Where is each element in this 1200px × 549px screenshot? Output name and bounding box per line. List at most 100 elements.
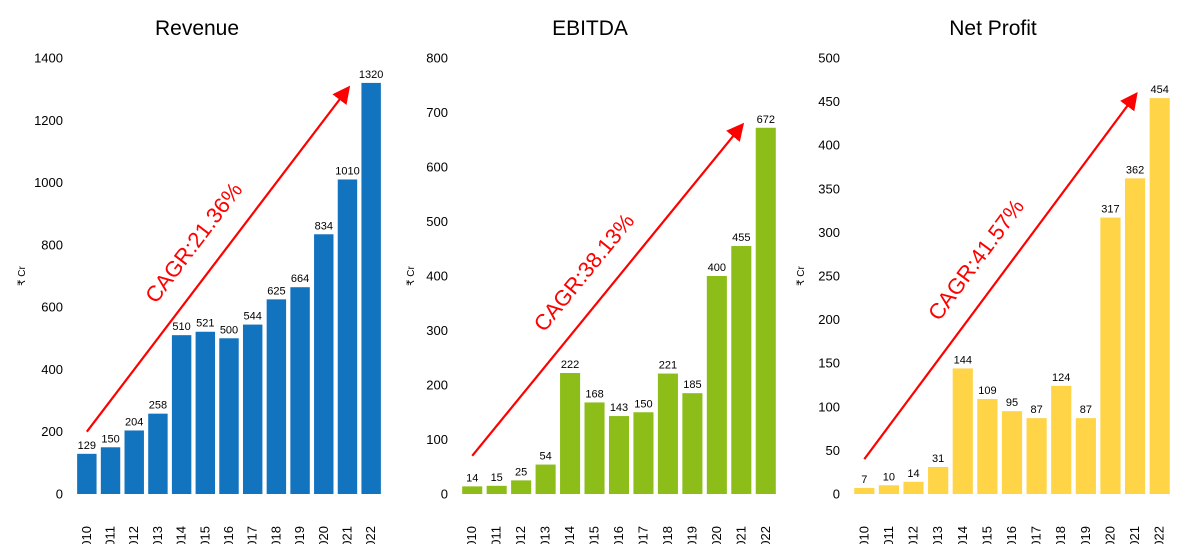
x-tick-label: 2010 — [79, 526, 94, 544]
x-tick-label: 2022 — [363, 526, 378, 544]
data-label: 317 — [1101, 204, 1119, 216]
data-label: 168 — [585, 388, 603, 400]
bar-2017 — [633, 412, 654, 494]
bar-2020 — [1100, 217, 1121, 494]
y-tick-label: 400 — [818, 138, 840, 153]
data-label: 521 — [196, 318, 214, 330]
x-tick-label: 2011 — [881, 526, 896, 544]
y-tick-label: 400 — [41, 362, 63, 377]
bar-2015 — [977, 398, 998, 494]
data-label: 87 — [1080, 404, 1092, 416]
data-label: 672 — [757, 114, 775, 126]
bar-2021 — [1124, 178, 1146, 494]
y-tick-label: 300 — [426, 323, 448, 338]
data-label: 625 — [267, 285, 285, 297]
x-tick-label: 2020 — [709, 526, 724, 544]
chart-revenue: Revenue ₹ Cr 0 200 400 600 800 1000 1200 1400 129 2… — [17, 17, 383, 549]
y-tick-label: 100 — [818, 399, 840, 414]
y-tick-label: 0 — [56, 487, 63, 502]
x-tick-label: 2022 — [1152, 526, 1167, 544]
data-label: 144 — [954, 354, 972, 366]
bar-2022 — [1149, 98, 1170, 495]
x-tick-label: 2017 — [635, 526, 650, 544]
x-tick-label: 2021 — [733, 526, 748, 544]
y-tick-label: 250 — [818, 269, 840, 284]
bar-2010 — [462, 486, 483, 494]
y-tick-label: 1200 — [34, 113, 63, 128]
data-label: 221 — [659, 360, 677, 372]
bar-2016 — [219, 338, 239, 494]
y-tick-label: 300 — [818, 225, 840, 240]
y-tick-label: 500 — [818, 51, 840, 66]
bar-2012 — [511, 480, 532, 495]
data-label: 454 — [1151, 84, 1169, 96]
bar-2016 — [1001, 411, 1023, 494]
data-label: 95 — [1006, 397, 1018, 409]
cagr-arrow — [471, 122, 745, 457]
bar-2012 — [903, 481, 924, 494]
bar-2011 — [486, 485, 507, 494]
chart-title: Net Profit — [949, 17, 1037, 40]
x-tick-label: 2014 — [174, 526, 189, 544]
data-label: 129 — [78, 440, 96, 452]
y-tick-label: 450 — [818, 94, 840, 109]
bar-2012 — [124, 430, 144, 494]
x-tick-label: 2021 — [1127, 526, 1142, 544]
data-label: 15 — [491, 472, 503, 484]
x-tick-label: 2011 — [103, 526, 118, 544]
bar-2014 — [952, 368, 973, 494]
y-tick-label: 800 — [426, 51, 448, 66]
chart-title: Revenue — [155, 17, 239, 40]
x-tick-label: 2019 — [684, 526, 699, 544]
bar-2022 — [755, 127, 776, 494]
x-tick-label: 2018 — [1053, 526, 1068, 544]
x-tick-label: 2019 — [292, 526, 307, 544]
bar-2015 — [584, 402, 605, 494]
y-tick-label: 150 — [818, 356, 840, 371]
x-tick-label: 2017 — [1029, 526, 1044, 544]
bar-2010 — [77, 453, 97, 494]
data-label: 400 — [708, 262, 726, 274]
bar-2013 — [148, 413, 168, 494]
y-tick-label: 350 — [818, 181, 840, 196]
bar-2014 — [560, 373, 581, 494]
x-tick-label: 2013 — [150, 526, 165, 544]
cagr-arrow — [863, 91, 1138, 460]
bar-2020 — [314, 234, 334, 494]
bar-2013 — [928, 466, 949, 494]
bar-2020 — [706, 276, 727, 494]
y-tick-label: 200 — [426, 378, 448, 393]
chart-net-profit: Net Profit ₹ Cr 0 50 100 150 200 250 300 350 400 45… — [796, 17, 1170, 549]
x-tick-label: 2020 — [316, 526, 331, 544]
data-label: 258 — [149, 400, 167, 412]
data-label: 1320 — [359, 69, 383, 81]
x-tick-label: 2014 — [562, 526, 577, 544]
data-label: 109 — [978, 385, 996, 397]
chart-ebitda: EBITDA ₹ Cr 0 100 200 300 400 500 600 700 800 14 201… — [406, 17, 776, 549]
x-tick-label: 2012 — [906, 526, 921, 544]
y-tick-label: 600 — [41, 300, 63, 315]
x-tick-label: 2018 — [268, 526, 283, 544]
y-tick-label: 500 — [426, 214, 448, 229]
data-label: 54 — [539, 451, 551, 463]
chart-title: EBITDA — [552, 17, 628, 40]
bar-2018 — [266, 299, 287, 494]
x-tick-label: 2016 — [221, 526, 236, 544]
x-tick-label: 2015 — [979, 526, 994, 544]
data-label: 143 — [610, 402, 628, 414]
data-label: 25 — [515, 466, 527, 478]
data-label: 31 — [932, 453, 944, 465]
y-tick-label: 700 — [426, 105, 448, 120]
bar-2016 — [608, 416, 630, 494]
x-tick-label: 2010 — [856, 526, 871, 544]
bar-2015 — [195, 331, 216, 494]
data-label: 14 — [466, 472, 478, 484]
x-tick-label: 2015 — [197, 526, 212, 544]
data-label: 204 — [125, 416, 143, 428]
bar-2014 — [171, 335, 192, 494]
data-label: 150 — [101, 433, 119, 445]
bar-2021 — [731, 246, 752, 494]
data-label: 14 — [907, 468, 919, 480]
x-tick-label: 2018 — [660, 526, 675, 544]
